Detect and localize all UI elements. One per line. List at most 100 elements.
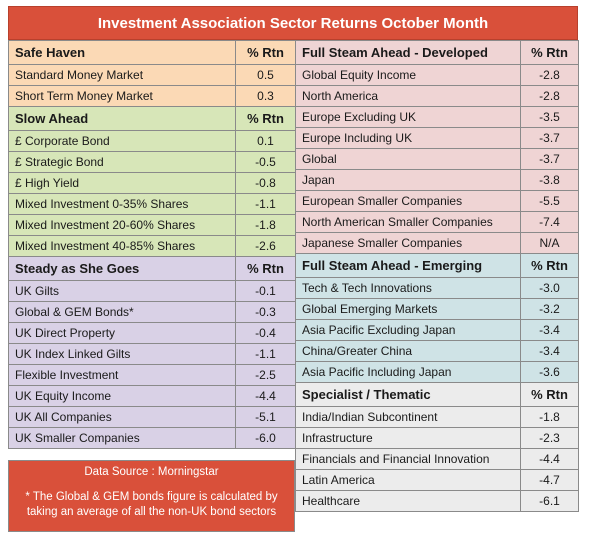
sector-name: £ Corporate Bond xyxy=(8,130,236,152)
return-value: -3.7 xyxy=(520,127,579,149)
table-row: Global Equity Income -2.8 xyxy=(295,64,579,86)
sector-returns-sheet: Investment Association Sector Returns Oc… xyxy=(8,6,579,532)
right-sector-body: Full Steam Ahead - Developed% Rtn Global … xyxy=(295,40,579,512)
return-value: 0.3 xyxy=(235,85,296,107)
table-row: North America -2.8 xyxy=(295,85,579,107)
return-value: -2.5 xyxy=(235,364,296,386)
return-value: -2.8 xyxy=(520,85,579,107)
table-row: Flexible Investment -2.5 xyxy=(8,364,296,386)
return-value: -3.7 xyxy=(520,148,579,170)
sector-name: £ Strategic Bond xyxy=(8,151,236,173)
table-row: Global Emerging Markets -3.2 xyxy=(295,298,579,320)
table-row: £ Corporate Bond 0.1 xyxy=(8,130,296,152)
table-row: Mixed Investment 40-85% Shares -2.6 xyxy=(8,235,296,257)
section-title: Full Steam Ahead - Developed xyxy=(295,40,521,65)
left-sector-table: Safe Haven% Rtn Standard Money Market 0.5 S… xyxy=(8,40,296,449)
page-title: Investment Association Sector Returns Oc… xyxy=(8,6,578,40)
section-header-steady-as-she-goes: Steady as She Goes% Rtn xyxy=(8,256,296,281)
return-value: -5.5 xyxy=(520,190,579,212)
table-row: Asia Pacific Including Japan -3.6 xyxy=(295,361,579,383)
table-row: Europe Including UK -3.7 xyxy=(295,127,579,149)
sector-name: Global Emerging Markets xyxy=(295,298,521,320)
return-value: -7.4 xyxy=(520,211,579,233)
section-header-specialist-thematic: Specialist / Thematic% Rtn xyxy=(295,382,579,407)
left-sector-body: Safe Haven% Rtn Standard Money Market 0.5 S… xyxy=(8,40,296,449)
sector-name: UK All Companies xyxy=(8,406,236,428)
sector-name: North American Smaller Companies xyxy=(295,211,521,233)
table-row: £ Strategic Bond -0.5 xyxy=(8,151,296,173)
sector-name: Asia Pacific Excluding Japan xyxy=(295,319,521,341)
sector-name: Mixed Investment 0-35% Shares xyxy=(8,193,236,215)
return-value: -3.0 xyxy=(520,277,579,299)
sector-name: UK Equity Income xyxy=(8,385,236,407)
sector-name: Europe Including UK xyxy=(295,127,521,149)
sector-name: UK Smaller Companies xyxy=(8,427,236,449)
table-row: Mixed Investment 0-35% Shares -1.1 xyxy=(8,193,296,215)
return-column-header: % Rtn xyxy=(235,256,296,281)
section-title: Safe Haven xyxy=(8,40,236,65)
data-source-label: Data Source : Morningstar xyxy=(84,466,219,478)
table-row: £ High Yield -0.8 xyxy=(8,172,296,194)
return-value: 0.5 xyxy=(235,64,296,86)
return-value: -0.4 xyxy=(235,322,296,344)
sector-name: Infrastructure xyxy=(295,427,521,449)
table-row: Standard Money Market 0.5 xyxy=(8,64,296,86)
sector-name: UK Direct Property xyxy=(8,322,236,344)
return-value: -6.0 xyxy=(235,427,296,449)
sector-name: Latin America xyxy=(295,469,521,491)
table-row: India/Indian Subcontinent -1.8 xyxy=(295,406,579,428)
table-row: UK Index Linked Gilts -1.1 xyxy=(8,343,296,365)
return-value: -1.8 xyxy=(235,214,296,236)
section-header-safe-haven: Safe Haven% Rtn xyxy=(8,40,296,65)
sector-name: Healthcare xyxy=(295,490,521,512)
sector-name: Mixed Investment 20-60% Shares xyxy=(8,214,236,236)
return-value: -4.4 xyxy=(235,385,296,407)
table-row: Infrastructure -2.3 xyxy=(295,427,579,449)
return-value: -3.2 xyxy=(520,298,579,320)
return-value: -0.3 xyxy=(235,301,296,323)
right-sector-table: Full Steam Ahead - Developed% Rtn Global … xyxy=(295,40,579,512)
section-header-full-steam-ahead-emerging: Full Steam Ahead - Emerging% Rtn xyxy=(295,253,579,278)
sector-name: Standard Money Market xyxy=(8,64,236,86)
sector-name: China/Greater China xyxy=(295,340,521,362)
return-value: -2.3 xyxy=(520,427,579,449)
return-value: -1.1 xyxy=(235,193,296,215)
table-row: China/Greater China -3.4 xyxy=(295,340,579,362)
return-value: -0.1 xyxy=(235,280,296,302)
sector-name: Asia Pacific Including Japan xyxy=(295,361,521,383)
sector-name: Global Equity Income xyxy=(295,64,521,86)
table-row: UK All Companies -5.1 xyxy=(8,406,296,428)
sector-name: European Smaller Companies xyxy=(295,190,521,212)
sector-name: Global xyxy=(295,148,521,170)
sector-name: Flexible Investment xyxy=(8,364,236,386)
return-column-header: % Rtn xyxy=(520,40,579,65)
sector-name: North America xyxy=(295,85,521,107)
section-header-slow-ahead: Slow Ahead% Rtn xyxy=(8,106,296,131)
section-title: Specialist / Thematic xyxy=(295,382,521,407)
return-value: -4.4 xyxy=(520,448,579,470)
table-row: Global & GEM Bonds* -0.3 xyxy=(8,301,296,323)
table-row: Asia Pacific Excluding Japan -3.4 xyxy=(295,319,579,341)
sector-name: Japan xyxy=(295,169,521,191)
table-row: UK Smaller Companies -6.0 xyxy=(8,427,296,449)
sector-name: £ High Yield xyxy=(8,172,236,194)
return-value: 0.1 xyxy=(235,130,296,152)
sector-name: Japanese Smaller Companies xyxy=(295,232,521,254)
return-value: -3.4 xyxy=(520,340,579,362)
table-row: Healthcare -6.1 xyxy=(295,490,579,512)
table-row: North American Smaller Companies -7.4 xyxy=(295,211,579,233)
section-title: Steady as She Goes xyxy=(8,256,236,281)
return-value: -4.7 xyxy=(520,469,579,491)
return-value: -5.1 xyxy=(235,406,296,428)
return-value: -2.8 xyxy=(520,64,579,86)
table-row: Tech & Tech Innovations -3.0 xyxy=(295,277,579,299)
table-row: Mixed Investment 20-60% Shares -1.8 xyxy=(8,214,296,236)
footnote: * The Global & GEM bonds figure is calcu… xyxy=(25,491,278,518)
table-row: UK Direct Property -0.4 xyxy=(8,322,296,344)
return-value: -3.6 xyxy=(520,361,579,383)
return-value: -0.8 xyxy=(235,172,296,194)
sector-name: Europe Excluding UK xyxy=(295,106,521,128)
sector-name: UK Index Linked Gilts xyxy=(8,343,236,365)
table-row: Japan -3.8 xyxy=(295,169,579,191)
sector-name: UK Gilts xyxy=(8,280,236,302)
